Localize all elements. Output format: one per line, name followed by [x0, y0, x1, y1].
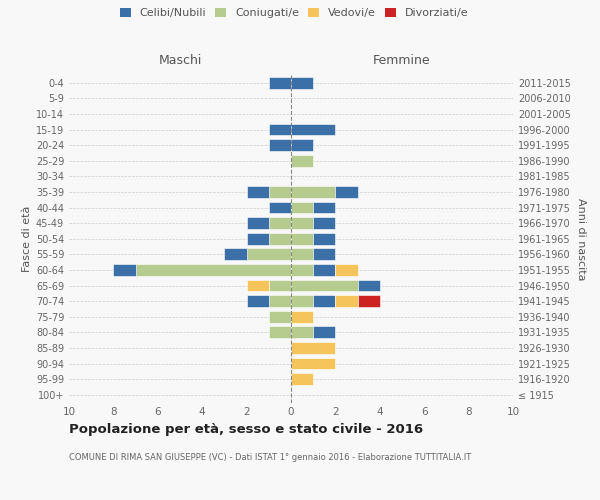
Bar	[313, 233, 335, 244]
Bar	[269, 77, 291, 88]
Bar	[224, 248, 247, 260]
Bar	[269, 202, 291, 213]
Bar	[291, 202, 313, 213]
Bar	[358, 296, 380, 307]
Bar	[247, 280, 269, 291]
Bar	[269, 218, 291, 229]
Bar	[247, 233, 269, 244]
Bar	[313, 218, 335, 229]
Bar	[291, 326, 313, 338]
Bar	[247, 186, 269, 198]
Bar	[313, 202, 335, 213]
Y-axis label: Fasce di età: Fasce di età	[22, 206, 32, 272]
Bar	[335, 186, 358, 198]
Bar	[291, 311, 313, 322]
Bar	[291, 218, 313, 229]
Bar	[313, 264, 335, 276]
Bar	[269, 140, 291, 151]
Bar	[269, 326, 291, 338]
Bar	[247, 218, 269, 229]
Bar	[291, 264, 313, 276]
Y-axis label: Anni di nascita: Anni di nascita	[576, 198, 586, 280]
Bar	[291, 186, 335, 198]
Bar	[335, 264, 358, 276]
Bar	[313, 326, 335, 338]
Text: Maschi: Maschi	[158, 54, 202, 68]
Bar	[269, 186, 291, 198]
Bar	[358, 280, 380, 291]
Bar	[291, 140, 313, 151]
Bar	[136, 264, 291, 276]
Bar	[335, 296, 358, 307]
Bar	[291, 233, 313, 244]
Bar	[291, 124, 335, 136]
Bar	[313, 248, 335, 260]
Bar	[291, 280, 358, 291]
Bar	[269, 296, 291, 307]
Bar	[113, 264, 136, 276]
Bar	[291, 374, 313, 385]
Text: Popolazione per età, sesso e stato civile - 2016: Popolazione per età, sesso e stato civil…	[69, 422, 423, 436]
Bar	[247, 248, 291, 260]
Text: Femmine: Femmine	[373, 54, 431, 68]
Bar	[291, 342, 335, 354]
Bar	[291, 296, 313, 307]
Bar	[269, 311, 291, 322]
Bar	[291, 155, 313, 166]
Bar	[291, 358, 335, 370]
Bar	[269, 124, 291, 136]
Bar	[269, 233, 291, 244]
Legend: Celibi/Nubili, Coniugati/e, Vedovi/e, Divorziati/e: Celibi/Nubili, Coniugati/e, Vedovi/e, Di…	[118, 6, 470, 20]
Bar	[247, 296, 269, 307]
Bar	[291, 248, 313, 260]
Text: COMUNE DI RIMA SAN GIUSEPPE (VC) - Dati ISTAT 1° gennaio 2016 - Elaborazione TUT: COMUNE DI RIMA SAN GIUSEPPE (VC) - Dati …	[69, 452, 471, 462]
Bar	[269, 280, 291, 291]
Bar	[313, 296, 335, 307]
Bar	[291, 77, 313, 88]
